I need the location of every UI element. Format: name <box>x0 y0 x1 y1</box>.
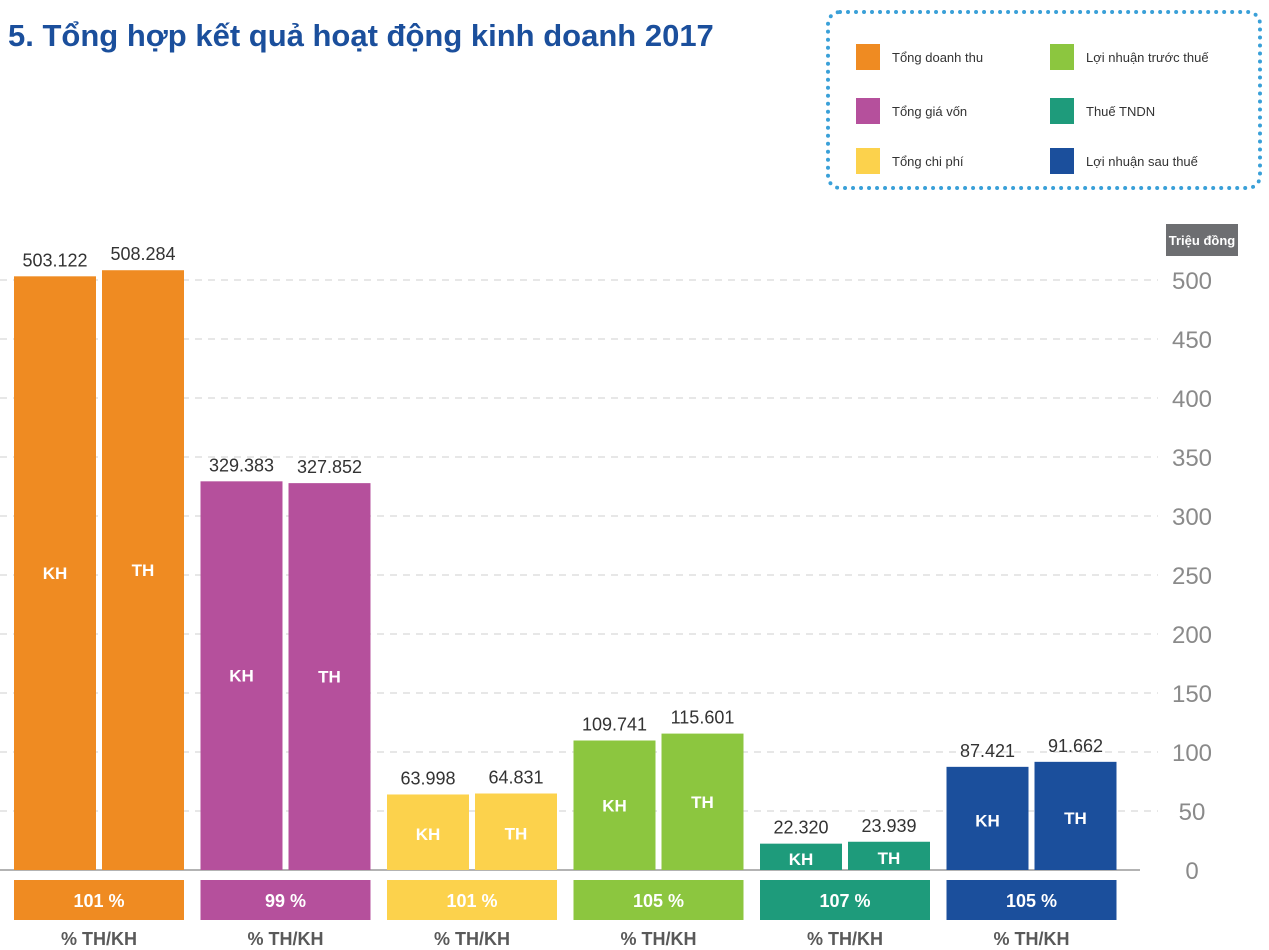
bar-kh <box>573 740 656 870</box>
footer-label: % TH/KH <box>61 929 137 949</box>
percent-band <box>946 880 1117 920</box>
bar-value-label: 22.320 <box>773 818 828 838</box>
percent-label: 101 % <box>446 891 497 911</box>
bar-value-label: 327.852 <box>297 457 362 477</box>
legend-swatch <box>856 148 880 174</box>
percent-band <box>760 880 930 920</box>
legend-swatch <box>1050 148 1074 174</box>
legend-label: Tổng doanh thu <box>892 49 984 65</box>
legend-label: Lợi nhuận sau thuế <box>1086 153 1198 169</box>
bar-value-label: 23.939 <box>861 816 916 836</box>
bar-value-label: 64.831 <box>488 767 543 787</box>
bar-inner-label: KH <box>43 564 68 583</box>
y-tick-label: 350 <box>1172 445 1212 472</box>
y-tick-label: 450 <box>1172 327 1212 354</box>
bar-value-label: 91.662 <box>1048 736 1103 756</box>
legend-item-tong-chi-phi: Tổng chi phí <box>856 148 964 174</box>
bar-kh <box>760 843 842 870</box>
y-tick-label: 200 <box>1172 622 1212 649</box>
legend-swatch <box>1050 44 1074 70</box>
bar-inner-label: TH <box>318 668 341 687</box>
legend-swatch <box>856 98 880 124</box>
footer-label: % TH/KH <box>807 929 883 949</box>
percent-label: 101 % <box>73 891 124 911</box>
percent-label: 105 % <box>1006 891 1057 911</box>
legend-item-tong-doanh-thu: Tổng doanh thu <box>856 44 983 70</box>
bar-inner-label: KH <box>975 811 1000 830</box>
y-tick-label: 0 <box>1185 858 1198 885</box>
unit-label-box <box>1166 224 1238 256</box>
y-tick-label: 400 <box>1172 386 1212 413</box>
bar-value-label: 503.122 <box>22 250 87 270</box>
bar-th <box>288 483 371 870</box>
bar-value-label: 63.998 <box>400 768 455 788</box>
legend-label: Thuế TNDN <box>1086 103 1156 119</box>
bar-inner-label: KH <box>789 850 814 869</box>
bar-value-label: 109.741 <box>582 715 647 735</box>
footer-label: % TH/KH <box>621 929 697 949</box>
bar-kh <box>200 481 283 870</box>
percent-label: 107 % <box>819 891 870 911</box>
bar-kh <box>946 766 1029 870</box>
legend-item-tong-gia-von: Tổng giá vốn <box>856 98 967 124</box>
bar-inner-label: KH <box>229 667 254 686</box>
bar-inner-label: TH <box>1064 809 1087 828</box>
percent-band <box>14 880 184 920</box>
footer-label: % TH/KH <box>994 929 1070 949</box>
legend-swatch <box>856 44 880 70</box>
percent-band <box>573 880 744 920</box>
bar-value-label: 115.601 <box>671 708 735 728</box>
bar-th <box>661 733 744 870</box>
bar-th <box>102 270 184 871</box>
percent-band <box>387 880 557 920</box>
bar-inner-label: TH <box>878 849 901 868</box>
legend-label: Tổng giá vốn <box>892 103 968 119</box>
bar-inner-label: TH <box>132 561 155 580</box>
bar-kh <box>14 276 96 870</box>
legend-item-loi-nhuan-truoc-thue: Lợi nhuận trước thuế <box>1050 44 1209 70</box>
y-tick-label: 300 <box>1172 504 1212 531</box>
y-tick-label: 50 <box>1179 799 1206 826</box>
bar-inner-label: TH <box>691 793 714 812</box>
y-tick-label: 100 <box>1172 740 1212 767</box>
y-tick-label: 500 <box>1172 268 1212 295</box>
bar-th <box>475 793 557 870</box>
bar-value-label: 508.284 <box>110 244 175 264</box>
bar-inner-label: KH <box>602 796 627 815</box>
legend-item-thue-tndn: Thuế TNDN <box>1050 98 1155 124</box>
footer-label: % TH/KH <box>434 929 510 949</box>
y-tick-label: 250 <box>1172 563 1212 590</box>
bar-inner-label: KH <box>416 825 441 844</box>
legend-label: Lợi nhuận trước thuế <box>1086 49 1209 65</box>
unit-label: Triệu đồng <box>1169 233 1236 248</box>
percent-label: 105 % <box>633 891 684 911</box>
bar-value-label: 87.421 <box>960 741 1015 761</box>
chart-legend: Tổng doanh thu Tổng giá vốn Tổng chi phí… <box>826 10 1262 190</box>
bar-inner-label: TH <box>505 825 528 844</box>
footer-label: % TH/KH <box>248 929 324 949</box>
legend-swatch <box>1050 98 1074 124</box>
percent-band <box>200 880 371 920</box>
percent-label: 99 % <box>265 891 306 911</box>
legend-label: Tổng chi phí <box>892 153 964 169</box>
bar-th <box>1034 761 1117 870</box>
bar-th <box>848 841 930 870</box>
page-title: 5. Tổng hợp kết quả hoạt động kinh doanh… <box>8 18 714 53</box>
bar-kh <box>387 794 469 870</box>
legend-item-loi-nhuan-sau-thue: Lợi nhuận sau thuế <box>1050 148 1198 174</box>
bar-value-label: 329.383 <box>209 455 274 475</box>
y-tick-label: 150 <box>1172 681 1212 708</box>
